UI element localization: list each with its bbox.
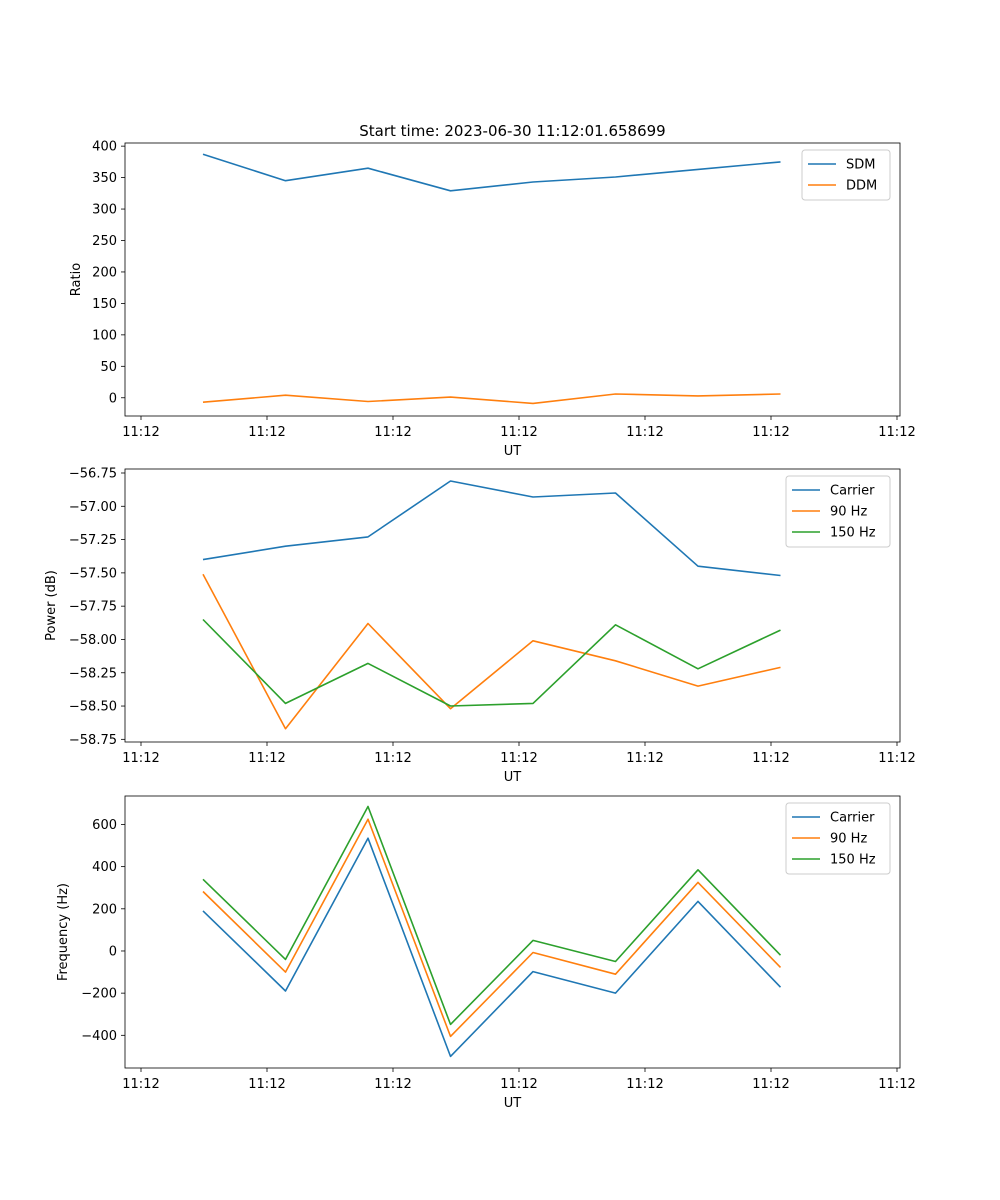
legend-label: SDM <box>846 158 875 173</box>
y-tick-label: −57.25 <box>69 533 117 548</box>
x-axis-label: UT <box>504 1096 522 1111</box>
x-tick-label: 11:12 <box>626 751 663 766</box>
series-line-90-hz <box>202 818 782 1038</box>
x-tick-label: 11:12 <box>878 425 915 440</box>
y-tick-label: 50 <box>100 360 117 375</box>
x-tick-label: 11:12 <box>752 1077 789 1092</box>
y-axis-label: Ratio <box>69 263 84 296</box>
legend-label: Carrier <box>830 811 875 826</box>
x-tick-label: 11:12 <box>248 1077 285 1092</box>
y-tick-label: −400 <box>81 1029 117 1044</box>
x-tick-label: 11:12 <box>374 1077 411 1092</box>
series-line-90-hz <box>202 573 781 730</box>
series-line-carrier <box>202 480 781 577</box>
x-tick-label: 11:12 <box>500 751 537 766</box>
x-axis-label: UT <box>504 444 522 459</box>
x-tick-label: 11:12 <box>248 425 285 440</box>
y-tick-label: 400 <box>92 140 117 155</box>
x-tick-label: 11:12 <box>626 425 663 440</box>
y-tick-label: 300 <box>92 203 117 218</box>
x-tick-label: 11:12 <box>752 425 789 440</box>
legend: SDM DDM <box>801 149 891 201</box>
y-tick-label: 0 <box>109 391 117 406</box>
x-tick-label: 11:12 <box>878 751 915 766</box>
y-tick-label: −57.50 <box>69 566 117 581</box>
legend-label: 90 Hz <box>830 505 867 520</box>
legend-box <box>785 475 891 548</box>
figure-title: Start time: 2023-06-30 11:12:01.658699 <box>359 122 665 140</box>
axes-frame <box>124 795 901 1069</box>
y-tick-label: 400 <box>92 860 117 875</box>
y-tick-label: −57.00 <box>69 500 117 515</box>
legend-label: 90 Hz <box>830 832 867 847</box>
chart-panel-1: 0 50 100 150 200 250 300 350 400 11:12 11:12 11:12 1… <box>69 140 916 459</box>
legend: Carrier 90 Hz 150 Hz <box>785 475 891 548</box>
legend-label: 150 Hz <box>830 526 876 541</box>
series-line-150-hz <box>202 618 781 707</box>
x-tick-label: 11:12 <box>500 425 537 440</box>
y-tick-label: 350 <box>92 171 117 186</box>
series-line-ddm <box>202 393 781 405</box>
series-line-sdm <box>202 153 781 192</box>
y-tick-label: −200 <box>81 987 117 1002</box>
axes-frame <box>124 142 901 417</box>
x-tick-label: 11:12 <box>374 425 411 440</box>
series-line-150-hz <box>202 805 782 1026</box>
chart-panel-3: −400 −200 0 200 400 600 11:12 11:12 11:12 11:12 11… <box>56 795 916 1111</box>
legend-box <box>785 802 891 875</box>
x-tick-label: 11:12 <box>752 751 789 766</box>
x-tick-label: 11:12 <box>122 751 159 766</box>
y-tick-label: 200 <box>92 902 117 917</box>
x-tick-label: 11:12 <box>374 751 411 766</box>
y-tick-label: 250 <box>92 234 117 249</box>
y-axis-label: Frequency (Hz) <box>56 883 71 981</box>
legend-label: 150 Hz <box>830 853 876 868</box>
x-tick-label: 11:12 <box>878 1077 915 1092</box>
y-tick-label: 100 <box>92 328 117 343</box>
x-tick-label: 11:12 <box>248 751 285 766</box>
chart-panels: 0 50 100 150 200 250 300 350 400 11:12 11:12 11:12 1… <box>44 140 916 1111</box>
y-tick-label: −58.25 <box>69 666 117 681</box>
y-tick-label: −58.00 <box>69 633 117 648</box>
legend: Carrier 90 Hz 150 Hz <box>785 802 891 875</box>
x-tick-label: 11:12 <box>122 1077 159 1092</box>
axes-frame <box>124 468 901 743</box>
y-tick-label: −58.75 <box>69 733 117 748</box>
x-axis-label: UT <box>504 770 522 785</box>
x-tick-label: 11:12 <box>500 1077 537 1092</box>
y-tick-label: −58.50 <box>69 700 117 715</box>
legend-box <box>801 149 891 201</box>
legend-label: Carrier <box>830 484 875 499</box>
y-tick-label: −57.75 <box>69 600 117 615</box>
x-tick-label: 11:12 <box>122 425 159 440</box>
y-axis-label: Power (dB) <box>44 570 59 641</box>
chart-panel-2: −58.75 −58.50 −58.25 −58.00 −57.75 −57.50 −57.… <box>44 466 916 785</box>
y-tick-label: 150 <box>92 297 117 312</box>
legend-label: DDM <box>846 179 877 194</box>
x-tick-label: 11:12 <box>626 1077 663 1092</box>
y-tick-label: 0 <box>109 944 117 959</box>
y-tick-label: 600 <box>92 818 117 833</box>
y-tick-label: −56.75 <box>69 466 117 481</box>
y-tick-label: 200 <box>92 265 117 280</box>
series-line-carrier <box>202 837 782 1058</box>
